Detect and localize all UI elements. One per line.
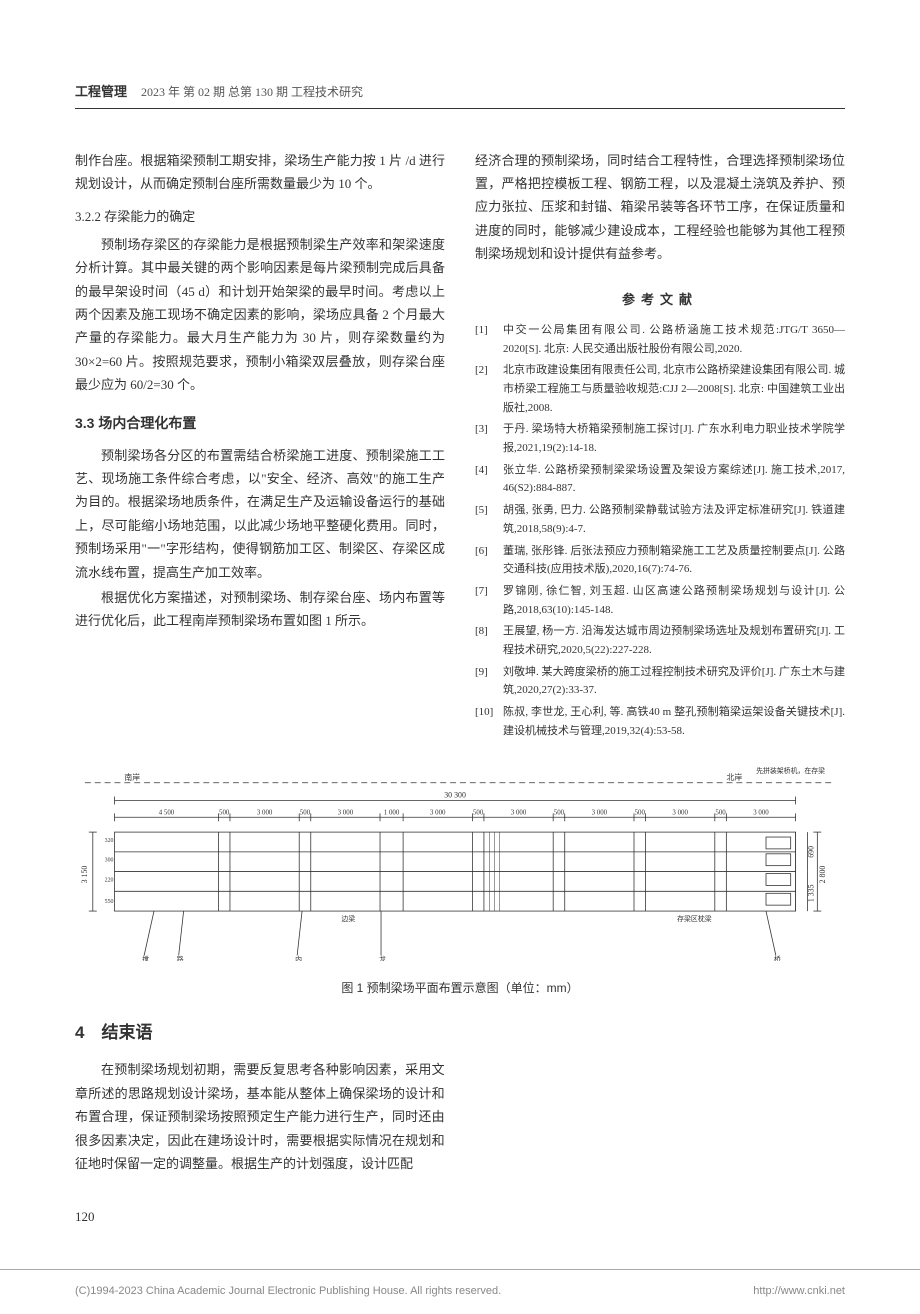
reference-text: 罗锦刚, 徐仁智, 刘玉超. 山区高速公路预制梁场规划与设计[J]. 公路,20… (503, 582, 845, 619)
dim-label: 3 000 (511, 810, 527, 817)
page-header: 工程管理 2023 年 第 02 期 总第 130 期 工程技术研究 (75, 80, 845, 109)
ldim: 320 (105, 838, 114, 844)
vlabel-1: 搅拌站起点 (141, 955, 149, 961)
paragraph: 在预制梁场规划初期，需要反复思考各种影响因素，采用文章所述的思路规划设计梁场，基… (75, 1058, 445, 1175)
reference-item: [6]董瑞, 张彤锋. 后张法预应力预制箱梁施工工艺及质量控制要点[J]. 公路… (475, 542, 845, 579)
heading-322: 3.2.2 存梁能力的确定 (75, 205, 445, 228)
reference-text: 胡强, 张勇, 巴力. 公路预制梁静载试验方法及评定标准研究[J]. 铁道建筑,… (503, 501, 845, 538)
dim-label: 3 000 (592, 810, 608, 817)
dim-label: 3 000 (430, 810, 446, 817)
page-container: 工程管理 2023 年 第 02 期 总第 130 期 工程技术研究 制作台座。… (0, 0, 920, 1269)
reference-number: [8] (475, 622, 503, 659)
header-category: 工程管理 (75, 80, 127, 103)
label-bianliang: 边梁 (342, 914, 356, 923)
dim-label: 3 000 (257, 810, 273, 817)
vlabel-5: 桥台边线 (772, 955, 780, 961)
section-4: 4 结束语 在预制梁场规划初期，需要反复思考各种影响因素，采用文章所述的思路规划… (75, 1018, 445, 1176)
ldim: 300 (105, 858, 114, 864)
dim-label: 500 (715, 810, 726, 817)
dim-right-h0: 690 (806, 846, 815, 858)
ldim: 550 (105, 900, 114, 906)
dim-total: 30 300 (444, 791, 466, 800)
vlabel-3: 内部通道 (294, 955, 302, 961)
dim-label: 4 500 (159, 810, 175, 817)
reference-item: [2]北京市政建设集团有限责任公司, 北京市公路桥梁建设集团有限公司. 城市桥梁… (475, 361, 845, 417)
reference-item: [7]罗锦刚, 徐仁智, 刘玉超. 山区高速公路预制梁场规划与设计[J]. 公路… (475, 582, 845, 619)
dim-label: 500 (473, 810, 484, 817)
figure-1: 30 300 3 150 2 800 690 1 335 南岸 北岸 先拼装架桥… (75, 763, 845, 999)
heading-4: 4 结束语 (75, 1018, 445, 1049)
header-meta: 2023 年 第 02 期 总第 130 期 工程技术研究 (141, 82, 363, 104)
paragraph: 预制梁场各分区的布置需结合桥梁施工进度、预制梁施工工艺、现场施工条件综合考虑，以… (75, 444, 445, 584)
label-cunliang: 存梁区枕梁 (677, 914, 712, 923)
dim-label: 3 000 (672, 810, 688, 817)
figure-caption: 图 1 预制梁场平面布置示意图（单位：mm） (75, 978, 845, 1000)
reference-text: 于丹. 梁场特大桥箱梁预制施工探讨[J]. 广东水利电力职业技术学院学报,202… (503, 420, 845, 457)
vlabel-4: 龙门吊轨道 (378, 955, 386, 961)
reference-number: [4] (475, 461, 503, 498)
reference-number: [3] (475, 420, 503, 457)
reference-text: 刘敬坤. 某大跨度梁桥的施工过程控制技术研究及评价[J]. 广东土木与建筑,20… (503, 663, 845, 700)
paragraph: 预制场存梁区的存梁能力是根据预制梁生产效率和架梁速度分析计算。其中最关键的两个影… (75, 233, 445, 397)
dim-left-h: 3 150 (80, 866, 89, 884)
heading-33: 3.3 场内合理化布置 (75, 411, 445, 436)
footer-url: http://www.cnki.net (753, 1282, 845, 1302)
reference-item: [5]胡强, 张勇, 巴力. 公路预制梁静载试验方法及评定标准研究[J]. 铁道… (475, 501, 845, 538)
reference-item: [10]陈叔, 李世龙, 王心利, 等. 高铁40 m 整孔预制箱梁运架设备关键… (475, 703, 845, 740)
label-beiAn: 北岸 (727, 773, 743, 782)
dim-label: 1 000 (384, 810, 400, 817)
dim-label: 3 000 (753, 810, 769, 817)
reference-number: [2] (475, 361, 503, 417)
dim-label: 500 (635, 810, 646, 817)
reference-number: [6] (475, 542, 503, 579)
figure-svg: 30 300 3 150 2 800 690 1 335 南岸 北岸 先拼装架桥… (75, 763, 845, 960)
references-title: 参考文献 (475, 288, 845, 311)
ldim: 220 (105, 878, 114, 884)
vlabel-2: 路基边线 (175, 955, 183, 961)
paragraph: 根据优化方案描述，对预制梁场、制存梁台座、场内布置等进行优化后，此工程南岸预制梁… (75, 586, 445, 633)
label-nanAn: 南岸 (124, 772, 140, 782)
dim-right-h1: 1 335 (806, 885, 815, 903)
left-column: 制作台座。根据箱梁预制工期安排，梁场生产能力按 1 片 /d 进行规划设计，从而… (75, 149, 445, 744)
reference-text: 张立华. 公路桥梁预制梁梁场设置及架设方案综述[J]. 施工技术,2017, 4… (503, 461, 845, 498)
two-column-layout: 制作台座。根据箱梁预制工期安排，梁场生产能力按 1 片 /d 进行规划设计，从而… (75, 149, 845, 744)
reference-item: [4]张立华. 公路桥梁预制梁梁场设置及架设方案综述[J]. 施工技术,2017… (475, 461, 845, 498)
reference-number: [5] (475, 501, 503, 538)
reference-number: [1] (475, 321, 503, 358)
dim-right-h: 2 800 (818, 866, 827, 884)
reference-text: 中交一公局集团有限公司. 公路桥涵施工技术规范:JTG/T 3650—2020[… (503, 321, 845, 358)
reference-text: 北京市政建设集团有限责任公司, 北京市公路桥梁建设集团有限公司. 城市桥梁工程施… (503, 361, 845, 417)
reference-item: [8]王展望, 杨一方. 沿海发达城市周边预制梁场选址及规划布置研究[J]. 工… (475, 622, 845, 659)
reference-number: [9] (475, 663, 503, 700)
reference-item: [3]于丹. 梁场特大桥箱梁预制施工探讨[J]. 广东水利电力职业技术学院学报,… (475, 420, 845, 457)
page-footer: (C)1994-2023 China Academic Journal Elec… (0, 1269, 920, 1314)
label-xiyang: 先拼装架桥机，在存梁 (756, 766, 825, 775)
dim-label: 500 (554, 810, 565, 817)
references-list: [1]中交一公局集团有限公司. 公路桥涵施工技术规范:JTG/T 3650—20… (475, 321, 845, 740)
reference-text: 董瑞, 张彤锋. 后张法预应力预制箱梁施工工艺及质量控制要点[J]. 公路交通科… (503, 542, 845, 579)
reference-text: 陈叔, 李世龙, 王心利, 等. 高铁40 m 整孔预制箱梁运架设备关键技术[J… (503, 703, 845, 740)
right-column: 经济合理的预制梁场，同时结合工程特性，合理选择预制梁场位置，严格把控模板工程、钢… (475, 149, 845, 744)
reference-number: [10] (475, 703, 503, 740)
dim-label: 3 000 (338, 810, 354, 817)
paragraph: 制作台座。根据箱梁预制工期安排，梁场生产能力按 1 片 /d 进行规划设计，从而… (75, 149, 445, 196)
paragraph: 经济合理的预制梁场，同时结合工程特性，合理选择预制梁场位置，严格把控模板工程、钢… (475, 149, 845, 266)
reference-item: [9]刘敬坤. 某大跨度梁桥的施工过程控制技术研究及评价[J]. 广东土木与建筑… (475, 663, 845, 700)
footer-copyright: (C)1994-2023 China Academic Journal Elec… (75, 1282, 501, 1302)
reference-number: [7] (475, 582, 503, 619)
reference-text: 王展望, 杨一方. 沿海发达城市周边预制梁场选址及规划布置研究[J]. 工程技术… (503, 622, 845, 659)
dim-label: 500 (219, 810, 230, 817)
reference-item: [1]中交一公局集团有限公司. 公路桥涵施工技术规范:JTG/T 3650—20… (475, 321, 845, 358)
dim-label: 500 (300, 810, 311, 817)
page-number: 120 (75, 1205, 845, 1228)
